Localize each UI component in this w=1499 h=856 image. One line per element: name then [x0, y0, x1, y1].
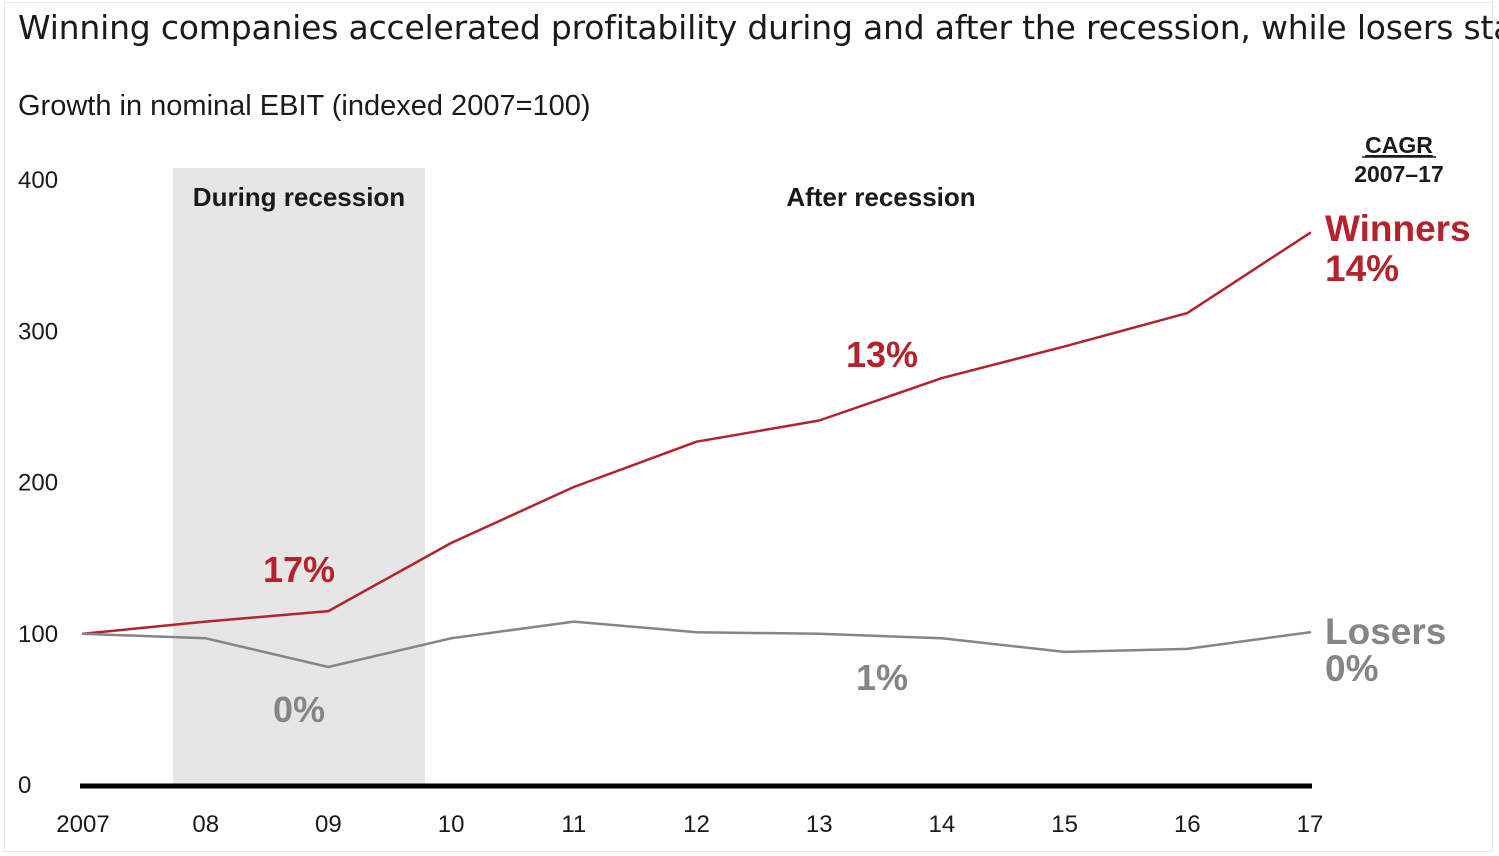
x-tick-label: 13 [806, 811, 833, 838]
x-tick-label: 15 [1051, 811, 1078, 838]
winners-overall-cagr: 14% [1325, 248, 1399, 289]
losers-overall-cagr: 0% [1325, 648, 1378, 689]
winners-cagr-during: 17% [263, 549, 335, 590]
losers-cagr-after: 1% [856, 657, 908, 698]
cagr-header-period: 2007–17 [1354, 161, 1444, 187]
losers-series-label: Losers [1325, 611, 1446, 652]
recession-band [173, 168, 425, 785]
x-tick-label: 17 [1297, 811, 1324, 838]
x-tick-label: 11 [561, 811, 586, 838]
x-tick-label: 09 [315, 811, 342, 838]
period-label-during: During recession [193, 182, 405, 212]
losers-cagr-during: 0% [273, 689, 325, 730]
x-tick-label: 16 [1174, 811, 1201, 838]
y-tick-label: 200 [18, 470, 58, 497]
losers-line [81, 620, 1312, 669]
winners-series-label: Winners [1325, 208, 1471, 249]
y-tick-label: 0 [18, 772, 31, 799]
x-tick-label: 10 [438, 811, 465, 838]
x-tick-label: 12 [683, 811, 710, 838]
x-tick-label: 2007 [56, 811, 109, 838]
period-label-after: After recession [786, 182, 975, 212]
y-tick-label: 300 [18, 318, 58, 345]
chart-frame [4, 2, 1493, 852]
chart-subtitle: Growth in nominal EBIT (indexed 2007=100… [18, 90, 591, 122]
y-tick-label: 100 [18, 621, 58, 648]
x-tick-label: 14 [929, 811, 956, 838]
chart-title: Winning companies accelerated profitabil… [18, 8, 1499, 47]
winners-line [81, 231, 1312, 636]
cagr-header-title: CAGR [1365, 132, 1433, 158]
winners-cagr-after: 13% [846, 334, 918, 375]
x-tick-label: 08 [192, 811, 219, 838]
y-tick-label: 400 [18, 167, 58, 194]
